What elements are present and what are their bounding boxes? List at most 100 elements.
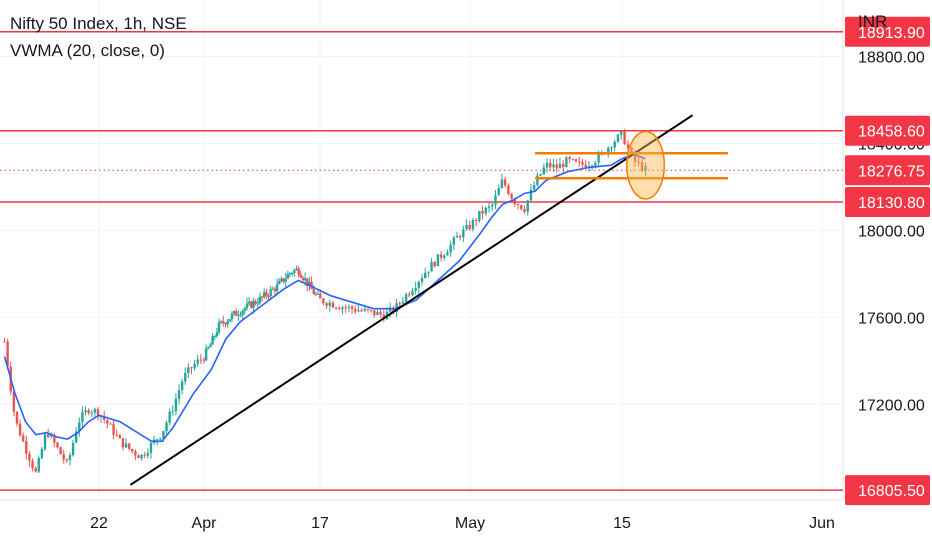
candle-down <box>87 410 90 413</box>
candle-up <box>140 454 143 459</box>
candle-down <box>3 341 6 343</box>
candle-up <box>497 188 500 196</box>
candle-down <box>6 341 9 367</box>
candle-down <box>202 359 206 361</box>
candle-down <box>561 163 565 168</box>
candle-up <box>347 306 351 308</box>
candle-up <box>280 278 283 281</box>
candle-up <box>219 321 223 323</box>
candle-up <box>146 452 150 456</box>
candle-down <box>433 261 436 267</box>
candle-up <box>263 292 266 298</box>
currency-label: INR <box>858 12 888 31</box>
candle-down <box>254 301 257 304</box>
candle-up <box>271 288 275 290</box>
candle-up <box>436 254 440 267</box>
candle-down <box>513 198 517 205</box>
candle-down <box>398 303 401 305</box>
trend-line <box>129 114 694 486</box>
candle-down <box>121 438 125 448</box>
candle-up <box>542 167 546 175</box>
candle-down <box>12 391 16 412</box>
x-tick-label-0: 22 <box>90 515 108 532</box>
candle-down <box>408 294 411 296</box>
candle-up <box>529 189 533 201</box>
candle-up <box>211 336 214 345</box>
candle-up <box>597 154 600 163</box>
candle-down <box>65 459 69 461</box>
candle-up <box>465 224 468 230</box>
candle-up <box>449 244 452 253</box>
candle-down <box>360 310 363 312</box>
price-tag-label-0: 18913.90 <box>858 25 925 42</box>
candle-down <box>131 448 134 452</box>
candle-up <box>256 303 259 305</box>
candle-down <box>325 303 328 306</box>
candle-up <box>213 336 216 338</box>
candle-down <box>28 453 31 461</box>
candle-up <box>558 163 562 169</box>
candle-down <box>516 204 520 206</box>
candle-up <box>328 302 331 306</box>
chart-legend: Nifty 50 Index, 1h, NSE VWMA (20, close,… <box>10 10 187 64</box>
candle-up <box>478 210 481 221</box>
candle-down <box>379 311 382 315</box>
candle-up <box>81 412 84 423</box>
candle-up <box>430 261 433 272</box>
candle-up <box>217 322 221 333</box>
candle-down <box>137 455 140 459</box>
candle-down <box>439 254 443 258</box>
candle-up <box>594 162 597 166</box>
candle-up <box>43 434 47 450</box>
candle-up <box>258 296 262 304</box>
candle-up <box>174 398 178 412</box>
candle-up <box>50 434 53 437</box>
candle-up <box>314 293 318 295</box>
symbol-title[interactable]: Nifty 50 Index, 1h, NSE <box>10 14 187 33</box>
candle-down <box>510 193 513 199</box>
price-tag-label-1: 18458.60 <box>858 124 925 141</box>
candle-down <box>640 162 644 171</box>
candle-down <box>369 309 373 311</box>
candle-up <box>245 303 249 309</box>
candle-up <box>162 431 165 439</box>
candle-down <box>571 159 575 161</box>
candle-up <box>156 439 159 441</box>
candle-up <box>180 381 184 391</box>
candle-up <box>487 206 491 208</box>
candle-down <box>62 454 65 460</box>
price-tag-2 <box>845 155 930 186</box>
candle-down <box>59 447 62 455</box>
candle-down <box>468 224 471 230</box>
candle-up <box>196 359 199 364</box>
indicator-label[interactable]: VWMA (20, close, 0) <box>10 41 165 60</box>
vwma-line <box>3 153 646 443</box>
candle-up <box>286 274 290 279</box>
candle-up <box>401 301 405 304</box>
candle-up <box>552 164 555 168</box>
candle-up <box>455 236 459 238</box>
candle-up <box>228 319 231 322</box>
candle-up <box>590 165 594 167</box>
candle-up <box>545 162 549 168</box>
candle-down <box>46 434 50 437</box>
candle-down <box>319 293 322 299</box>
candle-down <box>578 161 581 163</box>
candle-down <box>260 296 264 298</box>
candle-up <box>484 207 488 214</box>
candle-down <box>338 308 341 310</box>
candle-up <box>269 289 272 297</box>
candle-up <box>443 255 446 258</box>
candle-down <box>53 434 56 443</box>
candle-up <box>417 281 421 288</box>
candle-down <box>626 144 630 148</box>
candle-down <box>96 409 100 417</box>
candle-up <box>187 367 190 373</box>
candle-down <box>56 442 59 448</box>
candle-up <box>278 280 281 285</box>
candle-down <box>520 205 523 210</box>
candle-up <box>177 390 181 399</box>
candle-up <box>239 314 242 316</box>
